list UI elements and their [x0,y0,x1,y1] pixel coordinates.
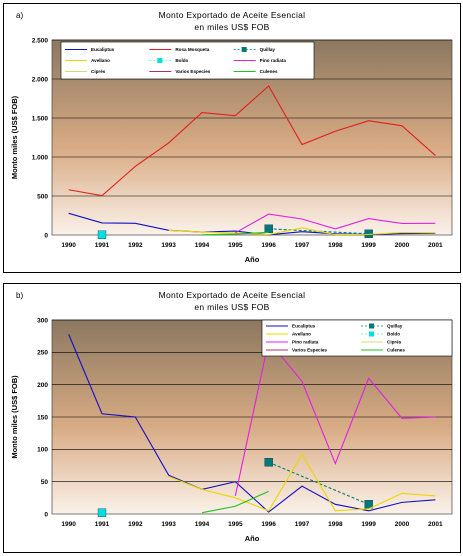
y-tick-label: 2.000 [32,76,49,83]
x-axis-label: Año [245,255,260,264]
y-tick-label: 100 [37,447,48,454]
y-tick-label: 300 [37,317,48,324]
y-tick-label: 1.500 [32,115,49,122]
x-tick-label: 1994 [195,242,210,249]
legend-culenes-label: Culenes [260,69,278,74]
legend-avellano-label: Avellano [292,332,311,337]
legend-pino-radiata-label: Pino radiata [260,58,287,63]
y-axis-label: Monto miles (US$ FOB) [10,375,19,459]
x-tick-label: 1993 [161,242,176,249]
chart-a-svg: a) Monto Exportado de Aceite Esencial en m… [10,10,453,264]
chart-subtitle: en miles US$ FOB [194,22,269,32]
legend-boldo-label: Boldo [387,332,400,337]
legend-quillay-symbol [241,47,247,52]
x-tick-label: 1995 [228,242,243,249]
chart-title: Monto Exportado de Aceite Esencial [159,10,306,20]
x-tick-label: 2000 [395,242,410,249]
x-tick-label: 1991 [95,521,110,528]
x-tick-label: 1992 [128,521,143,528]
legend-cipr-s-label: Ciprés [387,340,402,345]
x-tick-label: 2001 [428,521,443,528]
chart-b-svg: b) Monto Exportado de Aceite Esencial en m… [10,290,453,543]
legend-varios-especies-label: Varios Especies [175,69,210,74]
x-tick-label: 1996 [261,242,276,249]
y-tick-label: 0 [44,232,48,239]
legend [261,319,453,357]
series-avellano-line [168,453,436,512]
chart-panel-b: b) Monto Exportado de Aceite Esencial en m… [3,283,461,553]
legend-eucaliptus-label: Eucaliptus [91,47,115,52]
legend-avellano-label: Avellano [91,58,110,63]
legend-culenes-label: Culenes [387,348,405,353]
series-pino-radiata-line [235,213,436,234]
y-tick-label: 150 [37,414,48,421]
x-tick-label: 1999 [361,521,376,528]
legend-cipr-s-label: Ciprés [91,69,106,74]
chart-subtitle: en miles US$ FOB [194,302,269,312]
x-tick-label: 1994 [195,521,210,528]
y-axis-label: Monto miles (US$ FOB) [10,95,19,179]
chart-panel-a: a) Monto Exportado de Aceite Esencial en m… [3,3,461,273]
series-boldo-point [97,230,107,239]
series-quillay-line [268,461,369,505]
x-tick-label: 1998 [328,242,343,249]
x-tick-label: 1996 [261,521,276,528]
panel-label: b) [16,291,23,300]
y-tick-label: 0 [44,511,48,518]
x-tick-label: 1995 [228,521,243,528]
x-tick-label: 1993 [161,521,176,528]
series-quillay-point [264,458,273,467]
series-avellano-line [168,227,436,236]
series-quillay-point [264,224,273,233]
x-tick-label: 1990 [61,521,76,528]
x-tick-label: 1997 [295,242,310,249]
legend-rosa-mosqueta-label: Rosa Mosqueta [175,47,209,52]
y-tick-label: 2.500 [32,37,49,44]
series-culenes-line [201,231,269,236]
y-tick-label: 200 [37,382,48,389]
series-boldo-point [97,508,107,517]
legend [60,41,315,80]
x-tick-label: 1990 [61,242,76,249]
x-tick-label: 2001 [428,242,443,249]
legend-quillay-label: Quillay [387,324,403,329]
series-rosa-mosqueta-line [68,85,436,197]
legend-boldo-symbol [157,58,163,63]
legend-pino-radiata-label: Pino radiata [292,340,319,345]
y-tick-label: 250 [37,350,48,357]
x-tick-label: 2000 [395,521,410,528]
x-tick-label: 1997 [295,521,310,528]
legend-eucaliptus-label: Eucaliptus [292,324,316,329]
legend-boldo-symbol [369,331,374,337]
legend-quillay-label: Quillay [260,47,276,52]
series-eucaliptus-line [68,334,436,513]
y-tick-label: 50 [41,479,49,486]
x-tick-label: 1999 [361,242,376,249]
legend-quillay-symbol [369,323,374,329]
x-tick-label: 1991 [95,242,110,249]
y-tick-label: 500 [37,193,48,200]
series-culenes-line [201,490,269,514]
y-tick-label: 1.000 [32,154,49,161]
x-tick-label: 1998 [328,521,343,528]
legend-boldo-label: Boldo [175,58,188,63]
legend-varios-especies-label: Varios Especies [292,348,327,353]
x-axis-label: Año [245,534,260,543]
panel-label: a) [16,11,23,20]
x-tick-label: 1992 [128,242,143,249]
chart-title: Monto Exportado de Aceite Esencial [159,290,306,300]
